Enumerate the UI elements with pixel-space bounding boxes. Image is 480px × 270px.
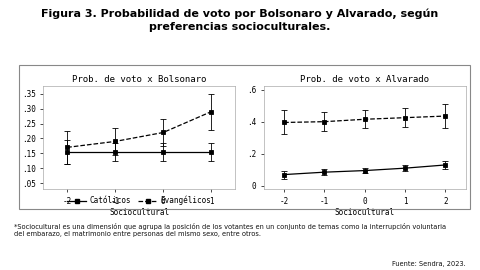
Text: *Sociocultural es una dimensión que agrupa la posición de los votantes en un con: *Sociocultural es una dimensión que agru… <box>14 223 446 237</box>
X-axis label: Sociocultural: Sociocultural <box>109 208 169 217</box>
X-axis label: Sociocultural: Sociocultural <box>335 208 395 217</box>
Title: Prob. de voto x Bolsonaro: Prob. de voto x Bolsonaro <box>72 75 206 84</box>
Text: Fuente: Sendra, 2023.: Fuente: Sendra, 2023. <box>392 261 466 267</box>
Title: Prob. de voto x Alvarado: Prob. de voto x Alvarado <box>300 75 429 84</box>
Legend: Católicos, Evangélicos: Católicos, Evangélicos <box>64 193 215 208</box>
Text: Figura 3. Probabilidad de voto por Bolsonaro y Alvarado, según
preferencias soci: Figura 3. Probabilidad de voto por Bolso… <box>41 8 439 32</box>
